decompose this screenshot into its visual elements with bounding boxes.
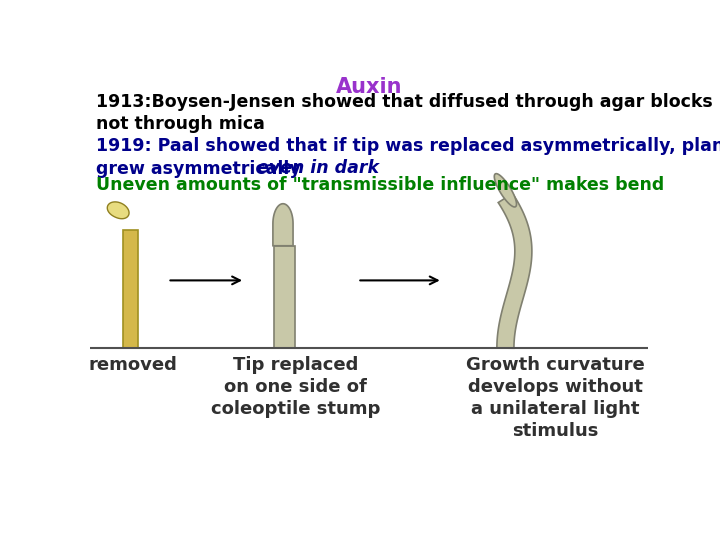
Bar: [274, 246, 294, 348]
Text: Uneven amounts of "transmissible influence" makes bend: Uneven amounts of "transmissible influen…: [96, 176, 665, 194]
Polygon shape: [273, 204, 293, 246]
Bar: [122, 231, 138, 348]
Polygon shape: [497, 193, 532, 348]
Text: Tip replaced
on one side of
coleoptile stump: Tip replaced on one side of coleoptile s…: [211, 356, 380, 418]
Text: Growth curvature
develops without
a unilateral light
stimulus: Growth curvature develops without a unil…: [466, 356, 644, 441]
Polygon shape: [495, 174, 516, 207]
Text: 1913:Boysen-Jensen showed that diffused through agar blocks but
not through mica: 1913:Boysen-Jensen showed that diffused …: [96, 92, 720, 133]
Text: even in dark: even in dark: [256, 159, 379, 177]
Text: Auxin: Auxin: [336, 77, 402, 97]
Text: 1919: Paal showed that if tip was replaced asymmetrically, plant
grew asymmetric: 1919: Paal showed that if tip was replac…: [96, 137, 720, 178]
Polygon shape: [107, 202, 129, 219]
Text: removed: removed: [88, 356, 177, 374]
